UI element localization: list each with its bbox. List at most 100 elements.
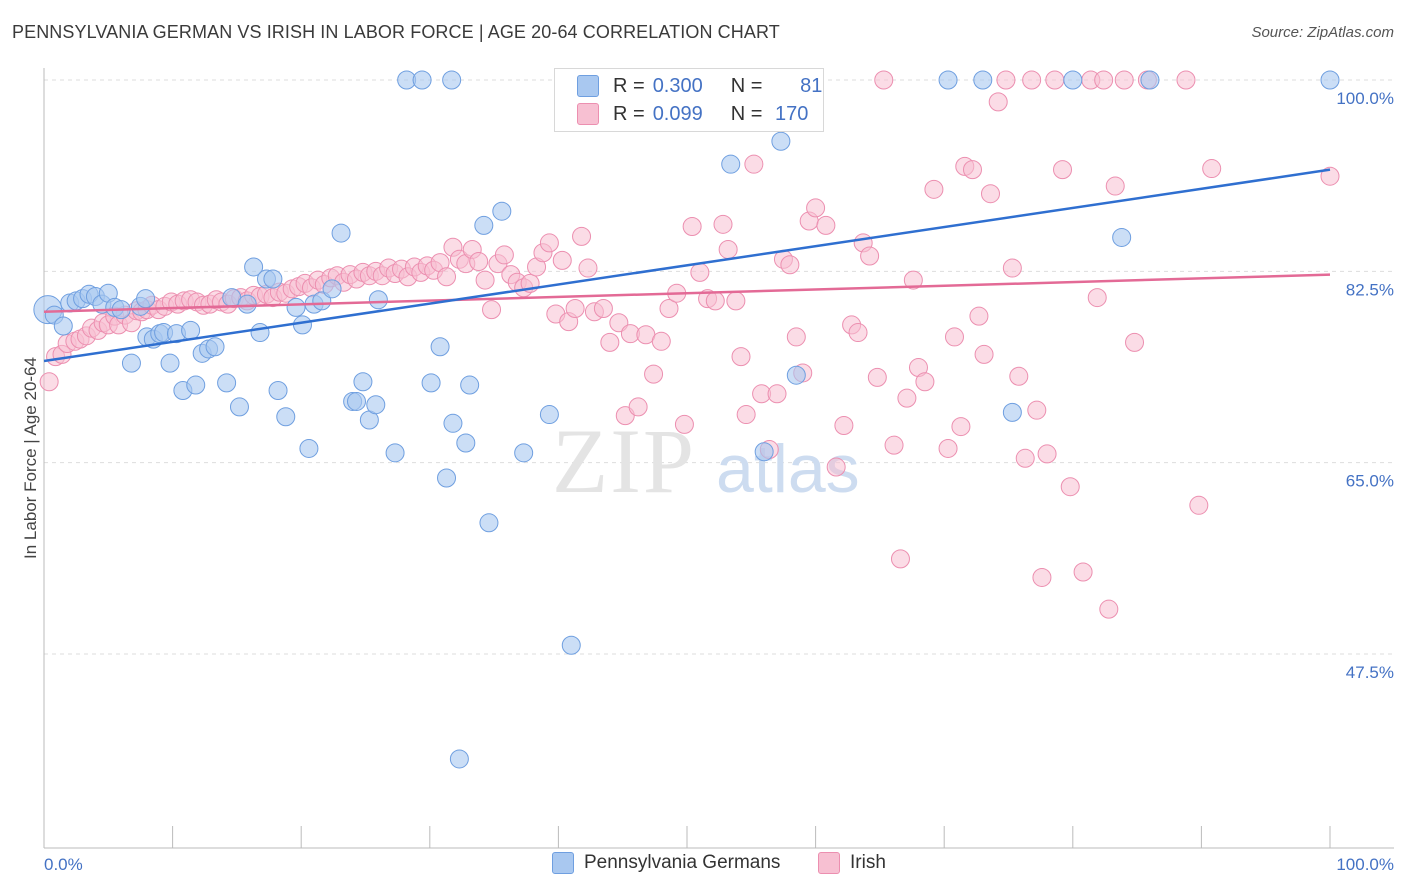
irish-point bbox=[944, 327, 964, 347]
legend-n-value: 81 bbox=[800, 74, 823, 97]
watermark: ZIP atlas bbox=[552, 410, 860, 512]
pennsylvania-germans-trend-line bbox=[43, 168, 1331, 363]
gridlines bbox=[44, 79, 1394, 655]
irish-point bbox=[1087, 288, 1107, 308]
trend-lines bbox=[43, 168, 1331, 363]
pennsylvania-germans-point bbox=[437, 468, 457, 488]
irish-point bbox=[834, 415, 854, 435]
irish-point bbox=[806, 198, 826, 218]
pennsylvania-germans-point bbox=[430, 337, 450, 357]
legend-r-label: R = bbox=[613, 102, 645, 125]
irish-point bbox=[469, 251, 489, 271]
pennsylvania-germans-point bbox=[1002, 402, 1022, 422]
y-axis-label: In Labor Force | Age 20-64 bbox=[21, 357, 40, 559]
pennsylvania-germans-point bbox=[237, 294, 257, 314]
irish-point bbox=[705, 291, 725, 311]
irish-point bbox=[731, 347, 751, 367]
irish-point bbox=[860, 246, 880, 266]
irish-point bbox=[780, 255, 800, 275]
bottom-legend-swatch-blue bbox=[552, 852, 574, 874]
irish-point bbox=[974, 344, 994, 364]
y-tick-label: 100.0% bbox=[1336, 89, 1394, 108]
legend-row-pennsylvania-germans: R = 0.300 N = 81 bbox=[577, 73, 822, 99]
pennsylvania-germans-point bbox=[474, 215, 494, 235]
tick-labels: 47.5% 65.0% 82.5% 100.0% 0.0% 100.0% bbox=[44, 89, 1394, 874]
irish-trend-line bbox=[43, 273, 1331, 314]
irish-point bbox=[951, 417, 971, 437]
irish-point bbox=[1032, 567, 1052, 587]
pennsylvania-germans-point bbox=[136, 289, 156, 309]
irish-point bbox=[988, 92, 1008, 112]
irish-point bbox=[744, 154, 764, 174]
irish-point bbox=[897, 388, 917, 408]
irish-point bbox=[718, 239, 738, 259]
legend-row-irish: R = 0.099 N = 170 bbox=[577, 101, 808, 127]
pennsylvania-germans-point bbox=[186, 375, 206, 395]
legend-n-label: N = bbox=[730, 102, 763, 125]
irish-point bbox=[903, 270, 923, 290]
legend-r-label: R = bbox=[613, 74, 645, 97]
irish-point bbox=[1027, 400, 1047, 420]
pennsylvania-germans-point bbox=[53, 316, 73, 336]
irish-point bbox=[1002, 258, 1022, 278]
irish-point bbox=[1099, 599, 1119, 619]
irish-point bbox=[482, 300, 502, 320]
pennsylvania-germans-point bbox=[786, 365, 806, 385]
y-tick-label: 82.5% bbox=[1346, 280, 1394, 299]
pennsylvania-germans-point bbox=[442, 70, 462, 90]
pennsylvania-germans-point bbox=[250, 323, 270, 343]
irish-point bbox=[494, 245, 514, 265]
legend-r-value: 0.300 bbox=[652, 74, 703, 97]
irish-point bbox=[578, 258, 598, 278]
bottom-legend-irish: Irish bbox=[818, 852, 886, 874]
pennsylvania-germans-point bbox=[492, 201, 512, 221]
irish-point bbox=[1176, 70, 1196, 90]
pennsylvania-germans-point bbox=[276, 407, 296, 427]
pennsylvania-germans-point bbox=[721, 154, 741, 174]
bottom-legend-swatch-pink bbox=[818, 852, 840, 874]
irish-point bbox=[1189, 495, 1209, 515]
legend-swatch-pink bbox=[577, 103, 599, 125]
bottom-legend-label: Pennsylvania Germans bbox=[584, 852, 781, 873]
axes bbox=[43, 68, 1394, 849]
irish-point bbox=[713, 214, 733, 234]
pennsylvania-germans-point bbox=[331, 223, 351, 243]
irish-point bbox=[1022, 70, 1042, 90]
pennsylvania-germans-point bbox=[1320, 70, 1340, 90]
pennsylvania-germans-point bbox=[121, 353, 141, 373]
irish-point bbox=[644, 364, 664, 384]
correlation-legend: R = 0.300 N = 81 R = 0.099 N = 170 bbox=[554, 68, 824, 132]
irish-point bbox=[1202, 159, 1222, 179]
legend-n-value: 170 bbox=[775, 102, 809, 125]
pennsylvania-germans-point bbox=[938, 70, 958, 90]
irish-point bbox=[659, 299, 679, 319]
legend-swatch-blue bbox=[577, 75, 599, 97]
pennsylvania-germans-point bbox=[299, 438, 319, 458]
irish-point bbox=[552, 250, 572, 270]
pennsylvania-germans-point bbox=[1063, 70, 1083, 90]
irish-point bbox=[565, 299, 585, 319]
irish-point bbox=[996, 70, 1016, 90]
pennsylvania-germans-points bbox=[33, 70, 1340, 769]
pennsylvania-germans-point bbox=[292, 315, 312, 335]
irish-point bbox=[1045, 70, 1065, 90]
y-tick-label: 47.5% bbox=[1346, 663, 1394, 682]
pennsylvania-germans-point bbox=[456, 433, 476, 453]
irish-point bbox=[924, 179, 944, 199]
irish-point bbox=[786, 327, 806, 347]
irish-point bbox=[1009, 366, 1029, 386]
irish-point bbox=[1094, 70, 1114, 90]
irish-point bbox=[816, 215, 836, 235]
irish-point bbox=[690, 262, 710, 282]
pennsylvania-germans-point bbox=[229, 397, 249, 417]
irish-point bbox=[1037, 444, 1057, 464]
y-tick-label: 65.0% bbox=[1346, 472, 1394, 491]
pennsylvania-germans-point bbox=[268, 381, 288, 401]
irish-point bbox=[600, 332, 620, 352]
pennsylvania-germans-point bbox=[1112, 227, 1132, 247]
pennsylvania-germans-point bbox=[346, 391, 366, 411]
irish-point bbox=[726, 291, 746, 311]
irish-point bbox=[674, 414, 694, 434]
irish-point bbox=[980, 184, 1000, 204]
